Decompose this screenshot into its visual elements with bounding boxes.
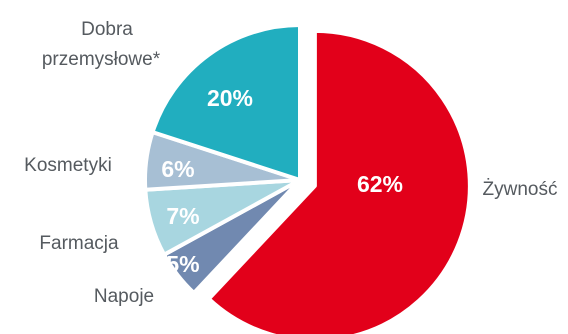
pie-slice-dobra-przemyslowe [150,23,302,182]
value-labels: 62% 5% 7% 6% 20% [161,85,403,277]
value-label-kosmetyki: 6% [161,156,194,182]
value-label-farmacja: 7% [166,203,199,229]
category-label-napoje: Napoje [94,286,154,307]
category-label-dobra-przemyslowe-line-1: Dobra [81,19,133,40]
value-label-dobra-przemyslowe: 20% [207,85,253,111]
value-label-napoje: 5% [166,251,199,277]
category-label-dobra-przemyslowe-line-2: przemysłowe* [42,49,161,70]
value-label-zywnosc: 62% [357,171,403,197]
category-label-zywnosc: Żywność [483,179,558,200]
pie-slice-zywnosc [206,28,472,334]
category-labels: Żywność Napoje Farmacja Kosmetyki Dobra przem… [24,19,557,307]
pie-slices [143,23,472,334]
category-label-kosmetyki: Kosmetyki [24,155,112,176]
category-label-farmacja: Farmacja [39,233,119,254]
